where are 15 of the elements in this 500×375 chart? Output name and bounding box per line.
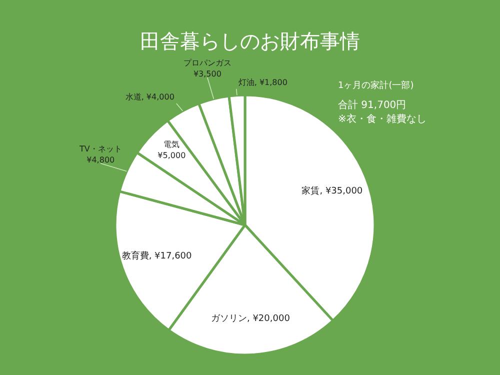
data-label: ¥5,000: [158, 150, 186, 160]
slice-label: TV・ネット: [78, 144, 122, 154]
slice-label: ガソリン, ¥20,000: [210, 314, 290, 324]
slice-label: 灯油, ¥1,800: [238, 78, 288, 87]
chart-title: 田舎暮らしのお財布事情: [140, 29, 360, 53]
data-label: ¥3,500: [193, 70, 222, 79]
slice-label: 家賃, ¥35,000: [302, 185, 363, 196]
slice-label: 水道, ¥4,000: [125, 92, 174, 102]
text: 合計 91,700円: [338, 99, 406, 111]
slice-label: 電気: [164, 140, 180, 149]
data-label: ¥4,800: [86, 155, 115, 164]
slice-label: プロパンガス: [183, 58, 232, 68]
text: ※衣・食・雑費なし: [338, 113, 426, 125]
slice-label: 教育費, ¥17,600: [122, 250, 192, 262]
text: 1ヶ月の家計(一部): [338, 80, 414, 91]
